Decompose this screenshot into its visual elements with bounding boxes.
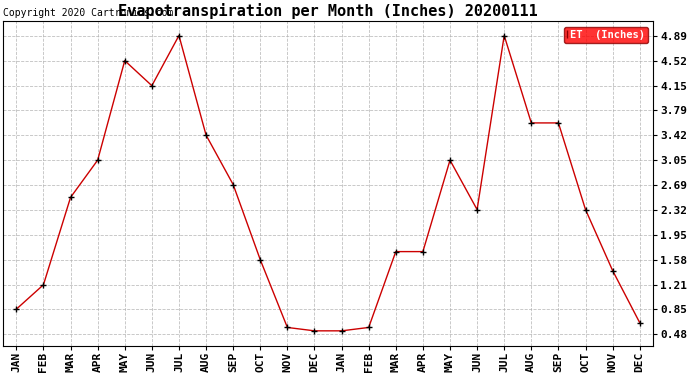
Legend: ET  (Inches): ET (Inches) (564, 27, 648, 43)
Title: Evapotranspiration per Month (Inches) 20200111: Evapotranspiration per Month (Inches) 20… (118, 3, 538, 19)
Text: Copyright 2020 Cartronics.com: Copyright 2020 Cartronics.com (3, 8, 173, 18)
